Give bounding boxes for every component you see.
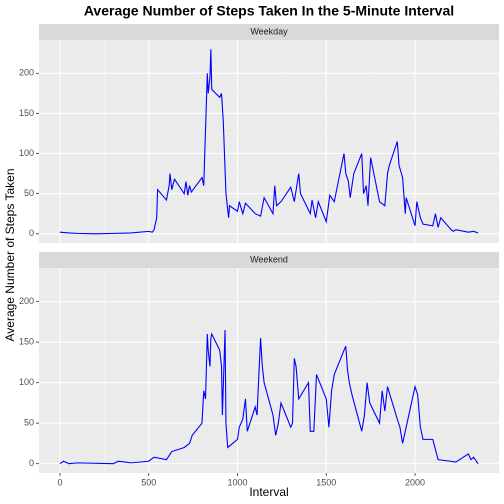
y-tick-label: 200 — [19, 296, 34, 306]
x-tick-label: 1000 — [227, 477, 247, 487]
x-tick-label: 2000 — [405, 477, 425, 487]
panel-background — [39, 268, 499, 473]
y-tick-label: 100 — [19, 377, 34, 387]
line — [59, 329, 479, 465]
strip-label: Weekend — [250, 254, 288, 264]
y-tick-label: 150 — [19, 108, 34, 118]
line — [59, 49, 479, 235]
y-axis-title: Average Number of Steps Taken — [3, 169, 17, 342]
y-tick-label: 0 — [29, 458, 34, 468]
y-tick-label: 50 — [24, 188, 34, 198]
strip-background — [39, 24, 499, 40]
y-tick-label: 150 — [19, 337, 34, 347]
y-tick-label: 100 — [19, 148, 34, 158]
x-tick-label: 500 — [141, 477, 156, 487]
y-tick-label: 50 — [24, 418, 34, 428]
strip-background — [39, 252, 499, 268]
strip-label: Weekday — [250, 26, 288, 36]
x-axis-title: Interval — [249, 485, 288, 499]
y-tick-label: 0 — [29, 228, 34, 238]
x-tick-label: 1500 — [316, 477, 336, 487]
chart-title: Average Number of Steps Taken In the 5-M… — [84, 3, 454, 19]
y-tick-label: 200 — [19, 68, 34, 78]
panel-background — [39, 40, 499, 243]
x-tick-label: 0 — [57, 477, 62, 487]
